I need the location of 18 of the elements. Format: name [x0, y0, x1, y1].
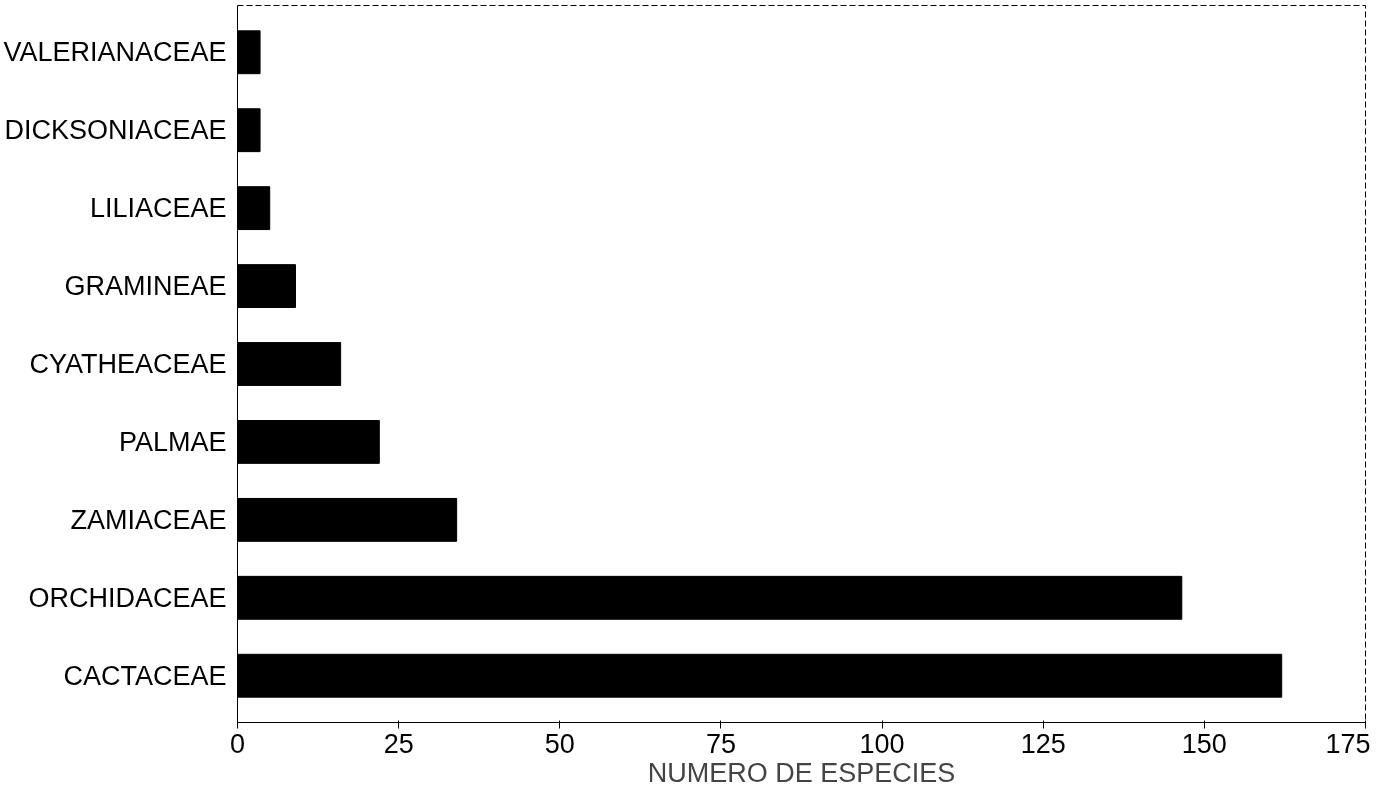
- x-tick-label: 100: [859, 728, 905, 759]
- y-tick-label: GRAMINEAE: [64, 271, 227, 302]
- x-tick-label: 75: [705, 728, 736, 759]
- x-tick-label: 0: [229, 728, 246, 759]
- y-tick-label: VALERIANACEAE: [3, 37, 227, 68]
- y-tick-label: CACTACEAE: [63, 660, 227, 691]
- x-tick-label: 125: [1020, 728, 1066, 759]
- x-tick-label: 50: [544, 728, 575, 759]
- x-tick-label: 25: [383, 728, 414, 759]
- x-axis-title: NUMERO DE ESPECIES: [647, 757, 956, 788]
- y-tick-label: LILIACEAE: [89, 193, 227, 224]
- y-tick-label: DICKSONIACEAE: [4, 115, 227, 146]
- y-tick-label: CYATHEACEAE: [29, 349, 227, 379]
- y-tick-label: PALMAE: [118, 426, 227, 457]
- x-tick-label: 150: [1181, 728, 1227, 759]
- y-tick-label: ZAMIACEAE: [70, 504, 227, 535]
- y-tick-label: ORCHIDACEAE: [28, 582, 227, 613]
- x-tick-label: 175: [1325, 728, 1371, 759]
